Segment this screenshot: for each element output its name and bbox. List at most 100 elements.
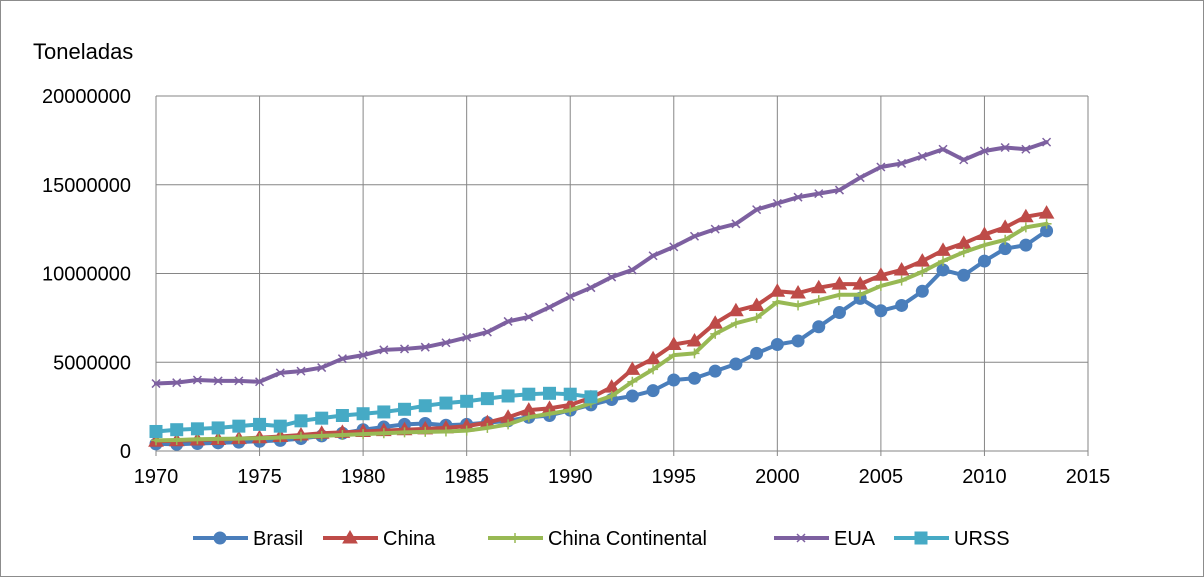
data-point	[750, 346, 764, 360]
data-point	[565, 405, 576, 416]
data-point	[646, 384, 660, 398]
marker-stroke	[441, 338, 451, 348]
data-point	[874, 304, 888, 318]
data-point	[959, 155, 969, 165]
data-point	[791, 334, 805, 348]
data-point	[503, 419, 514, 430]
data-point	[1041, 218, 1052, 229]
data-point	[315, 411, 329, 425]
data-point	[958, 247, 969, 258]
data-point	[917, 151, 927, 161]
x-tick-label: 2015	[1066, 466, 1111, 488]
marker-stroke	[752, 205, 762, 215]
data-point	[441, 338, 451, 348]
data-point	[669, 242, 679, 252]
marker-stroke	[503, 316, 513, 326]
data-point	[358, 350, 368, 360]
data-point	[917, 266, 928, 277]
data-point	[935, 242, 951, 256]
x-tick-label: 2005	[859, 466, 904, 488]
x-tick-label: 1985	[444, 466, 489, 488]
marker-stroke	[462, 332, 472, 342]
data-point	[254, 433, 265, 444]
data-point	[523, 412, 534, 423]
data-point	[686, 332, 703, 347]
marker-stroke	[192, 375, 202, 385]
y-tick-label: 5000000	[53, 352, 131, 374]
data-point	[586, 283, 596, 293]
y-axis-title: Toneladas	[33, 39, 133, 64]
data-point	[852, 276, 869, 290]
data-point	[151, 379, 161, 389]
data-point	[770, 338, 784, 351]
x-tick-label: 2000	[755, 466, 800, 488]
legend-label: China	[383, 528, 436, 550]
legend-swatch-marker	[914, 531, 928, 545]
marker-stroke	[275, 368, 285, 378]
x-tick-label: 1980	[341, 466, 386, 488]
marker-stroke	[796, 533, 806, 543]
marker-stroke	[834, 185, 844, 195]
series-line-eua	[154, 140, 1049, 386]
marker-stroke	[959, 155, 969, 165]
y-tick-label: 0	[120, 441, 131, 463]
data-point	[439, 396, 453, 410]
data-point	[997, 219, 1014, 233]
data-point	[501, 389, 515, 403]
data-point	[275, 368, 285, 378]
data-point	[627, 265, 637, 275]
legend-swatch-marker	[510, 533, 520, 543]
data-point	[1017, 208, 1034, 223]
data-point	[482, 422, 493, 433]
data-point	[233, 433, 244, 444]
data-point	[897, 158, 907, 168]
data-point	[793, 192, 803, 202]
marker-stroke	[897, 158, 907, 168]
data-point	[607, 272, 617, 282]
marker-stroke	[255, 377, 265, 387]
data-point	[377, 405, 391, 419]
data-point	[171, 434, 182, 445]
x-tick-label: 1990	[548, 466, 593, 488]
data-point	[420, 426, 431, 437]
marker-stroke	[317, 363, 327, 373]
legend-label: China Continental	[548, 528, 707, 550]
marker-stroke	[648, 251, 658, 261]
legend-label: URSS	[954, 528, 1010, 550]
marker-stroke	[544, 302, 555, 312]
marker-stroke	[855, 173, 865, 183]
data-point	[876, 162, 886, 172]
marker-stroke	[669, 242, 679, 252]
marker-stroke	[1042, 137, 1052, 147]
marker-stroke	[793, 192, 803, 202]
legend-label: Brasil	[253, 528, 303, 550]
data-point	[938, 144, 948, 154]
data-point	[730, 318, 741, 329]
data-point	[440, 426, 451, 437]
marker-stroke	[1021, 144, 1031, 154]
data-point	[275, 432, 286, 443]
data-point	[896, 275, 907, 286]
data-point	[524, 312, 534, 322]
data-point	[480, 392, 494, 406]
series-brasil	[149, 224, 1054, 451]
marker-stroke	[379, 345, 389, 355]
data-point	[873, 267, 889, 281]
data-point	[170, 423, 184, 437]
data-point	[522, 387, 536, 401]
data-point	[627, 376, 638, 387]
marker-stroke	[586, 283, 596, 293]
data-point	[213, 433, 224, 444]
data-point	[728, 302, 744, 317]
data-point	[337, 430, 348, 441]
data-point	[979, 146, 989, 156]
data-point	[772, 296, 783, 307]
x-tick-label: 1970	[134, 466, 179, 488]
marker-stroke	[710, 224, 720, 234]
series-urss	[149, 386, 598, 438]
data-point	[708, 364, 722, 378]
marker-stroke	[607, 272, 617, 282]
data-point	[234, 376, 244, 386]
marker-stroke	[234, 376, 244, 386]
data-point	[914, 253, 931, 267]
